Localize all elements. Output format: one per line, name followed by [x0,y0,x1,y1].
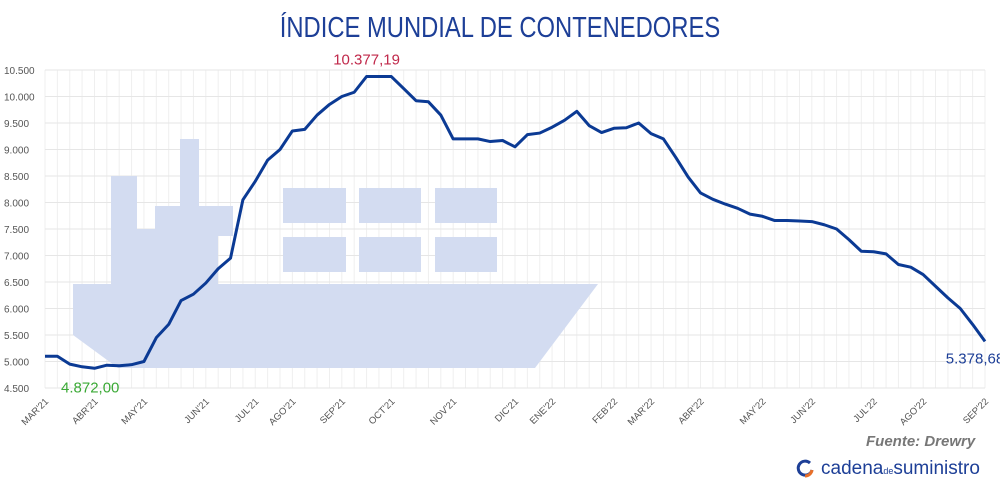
x-tick-label: JUL'21 [233,396,261,424]
y-tick-label: 7.000 [4,252,29,263]
brand-icon [796,459,814,478]
y-tick-label: 8.500 [4,172,29,183]
x-tick-label: ENE'22 [528,396,558,426]
brand-text: cadena [821,458,884,479]
data-label: 10.377,19 [333,52,400,69]
x-tick-label: NOV'21 [428,396,459,427]
x-tick-label: ABR'22 [676,396,706,426]
y-tick-label: 6.000 [4,305,29,316]
series-line [45,75,987,370]
x-tick-label: DIC'21 [493,396,521,424]
y-tick-label: 5.500 [4,331,29,342]
y-tick-label: 7.500 [4,225,29,236]
x-tick-label: MAY'21 [119,396,150,427]
y-tick-label: 9.000 [4,146,29,157]
x-tick-label: SEP'22 [961,396,991,426]
x-tick-label: AGO'21 [267,396,298,427]
y-tick-label: 8.000 [4,199,29,210]
y-tick-label: 10.500 [4,66,35,77]
x-tick-label: FEB'22 [590,396,620,426]
brand-logo: cadenadesuministro [795,458,980,480]
brand-text: de [883,466,894,476]
x-tick-label: SEP'21 [318,396,348,426]
x-tick-label: JUL'22 [851,396,879,424]
x-tick-label: MAR'22 [626,396,657,427]
y-tick-label: 9.500 [4,119,29,130]
x-tick-label: JUN'22 [788,396,818,426]
x-tick-label: MAY'22 [738,396,769,427]
data-label: 4.872,00 [61,379,119,396]
x-tick-label: ABR'21 [70,396,100,426]
y-tick-label: 4.500 [4,384,29,395]
y-tick-label: 5.000 [4,358,29,369]
x-tick-label: OCT'21 [367,396,398,427]
ship-illustration [73,139,598,368]
x-tick-label: JUN'21 [182,396,212,426]
x-tick-label: MAR'21 [20,396,51,427]
x-tick-label: AGO'22 [898,396,929,427]
source-note: Fuente: Drewry [866,433,976,450]
data-label: 5.378,68 [946,350,1000,367]
brand-text: suministro [893,458,980,479]
chart-title: ÍNDICE MUNDIAL DE CONTENEDORES [279,12,721,44]
y-tick-label: 6.500 [4,278,29,289]
y-tick-label: 10.000 [4,93,35,104]
